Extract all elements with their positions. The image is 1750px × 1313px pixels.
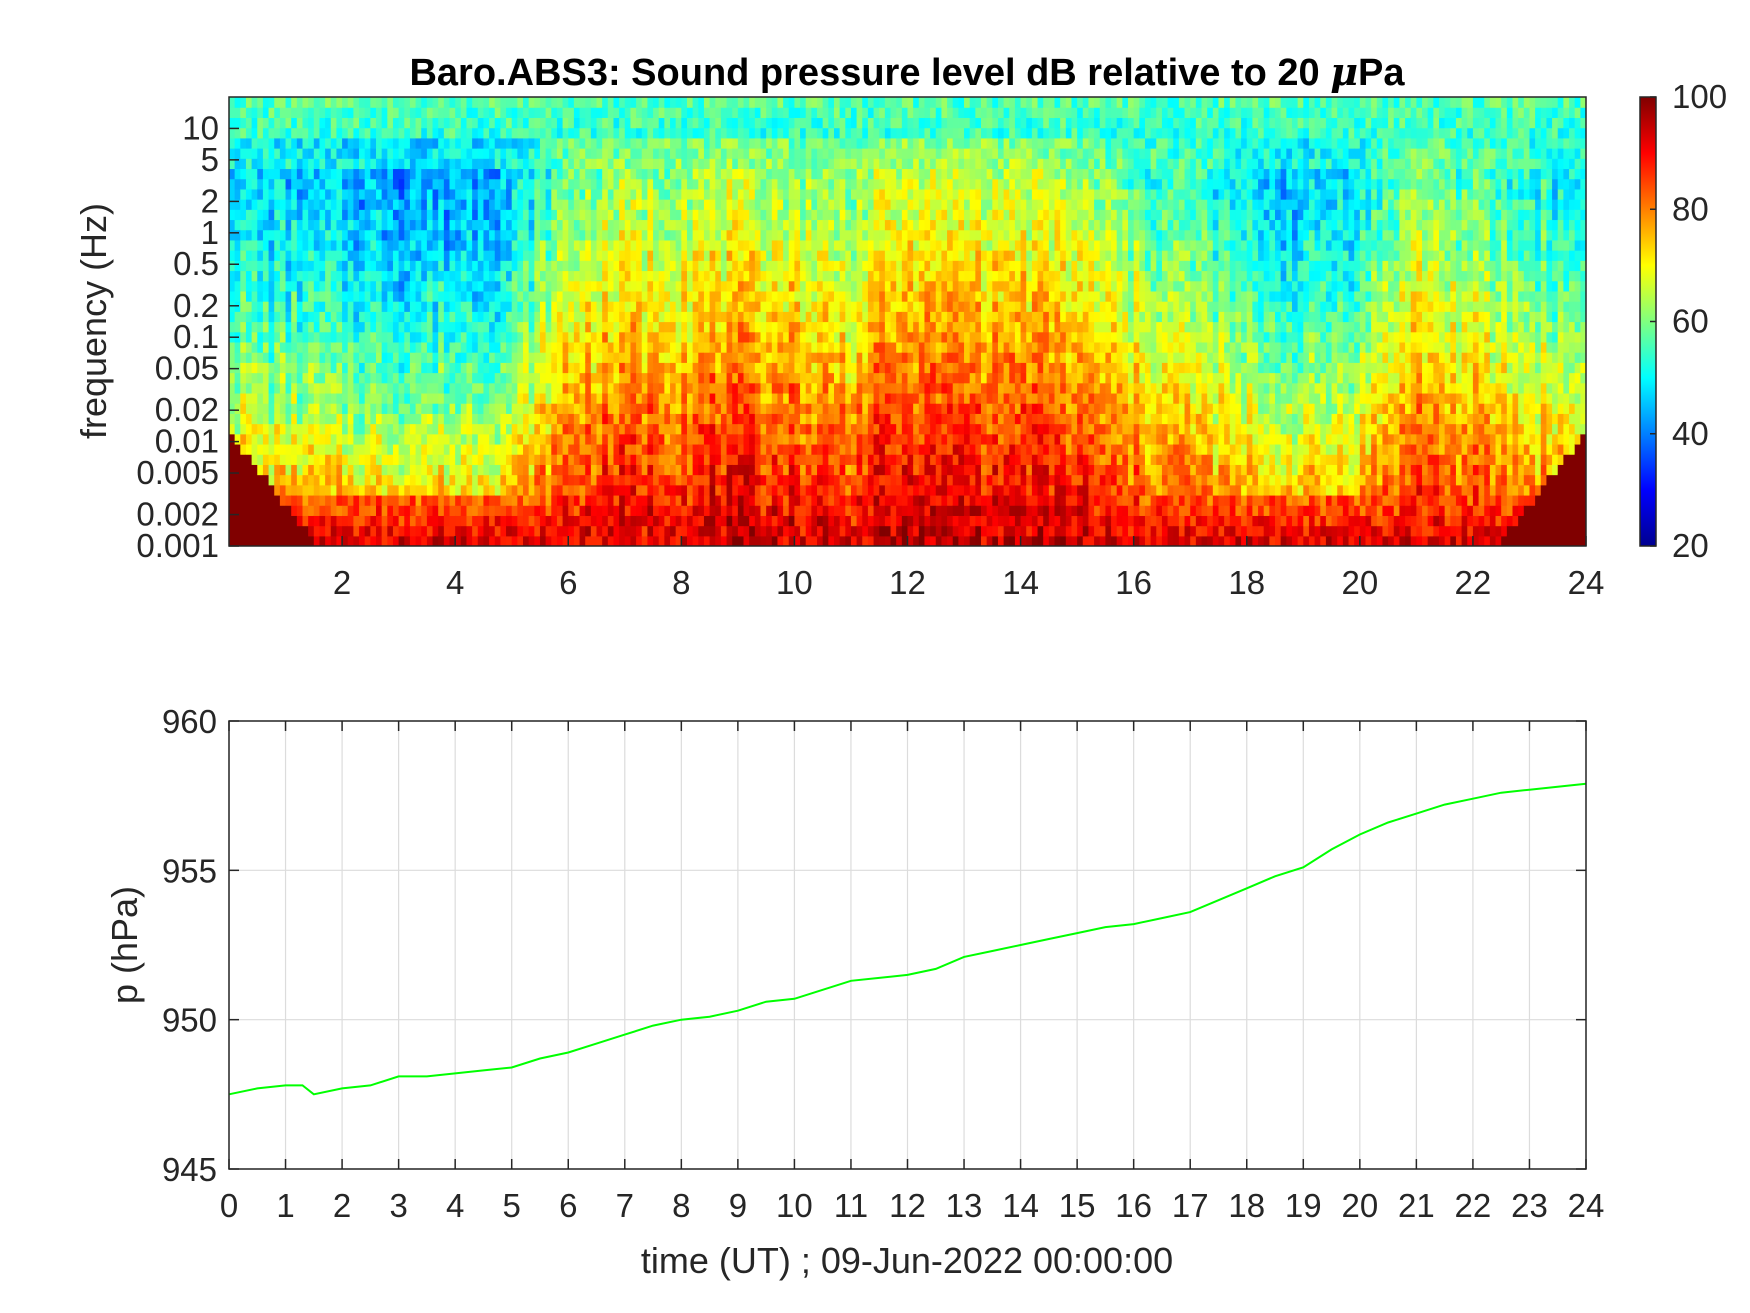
frequency-tick-label: 0.02 bbox=[155, 391, 219, 428]
time-tick-label: 19 bbox=[1285, 1187, 1322, 1224]
time-tick-label: 20 bbox=[1341, 1187, 1378, 1224]
time-tick-label: 9 bbox=[729, 1187, 747, 1224]
frequency-axis-label: frequency (Hz) bbox=[73, 203, 114, 439]
time-tick-label: 8 bbox=[672, 1187, 690, 1224]
frequency-tick-label: 0.05 bbox=[155, 350, 219, 387]
time-tick-label: 2 bbox=[333, 1187, 351, 1224]
spectrogram-time-tick-label: 8 bbox=[672, 564, 690, 601]
time-tick-label: 16 bbox=[1115, 1187, 1152, 1224]
spectrogram-time-tick-label: 10 bbox=[776, 564, 813, 601]
chart-title: Baro.ABS3: Sound pressure level dB relat… bbox=[409, 49, 1405, 94]
time-tick-label: 7 bbox=[616, 1187, 634, 1224]
pressure-line bbox=[228, 782, 1587, 1096]
time-tick-label: 1 bbox=[276, 1187, 294, 1224]
spectrogram-time-tick-label: 4 bbox=[446, 564, 464, 601]
pressure-axis-label: p (hPa) bbox=[104, 886, 145, 1004]
frequency-tick-label: 0.01 bbox=[155, 423, 219, 460]
time-tick-label: 18 bbox=[1228, 1187, 1265, 1224]
colorbar: 20 40 60 80 100 bbox=[1639, 78, 1727, 564]
pressure-axis-ticks: 945 950 955 960 bbox=[162, 703, 1586, 1188]
spectrogram-time-tick-label: 6 bbox=[559, 564, 577, 601]
time-tick-label: 6 bbox=[559, 1187, 577, 1224]
spectrogram-time-tick-label: 14 bbox=[1002, 564, 1039, 601]
spectrogram-time-tick-label: 16 bbox=[1115, 564, 1152, 601]
spectrogram-time-tick-label: 20 bbox=[1341, 564, 1378, 601]
frequency-tick-label: 0.5 bbox=[173, 245, 219, 282]
colorbar-tick-label: 60 bbox=[1672, 303, 1709, 340]
frequency-tick-label: 0.005 bbox=[136, 454, 219, 491]
time-tick-label: 15 bbox=[1059, 1187, 1096, 1224]
time-tick-label: 12 bbox=[889, 1187, 926, 1224]
time-tick-label: 24 bbox=[1568, 1187, 1605, 1224]
time-axis-ticks: 0 1 2 3 4 5 6 7 8 9 10 11 12 13 14 15 16 17 18 19 20 21 22 23 24 bbox=[220, 721, 1605, 1224]
time-tick-label: 4 bbox=[446, 1187, 464, 1224]
colorbar-tick-label: 100 bbox=[1672, 78, 1727, 115]
colorbar-tick-label: 40 bbox=[1672, 415, 1709, 452]
time-tick-label: 11 bbox=[834, 1187, 868, 1224]
pressure-grid bbox=[228, 720, 1587, 1170]
pressure-tick-label: 955 bbox=[162, 852, 217, 889]
colorbar-tick-label: 80 bbox=[1672, 190, 1709, 227]
time-tick-label: 13 bbox=[946, 1187, 983, 1224]
frequency-tick-label: 10 bbox=[182, 109, 219, 146]
pressure-line-chart: 0 1 2 3 4 5 6 7 8 9 10 11 12 13 14 15 16 17 18 19 20 21 22 23 24… bbox=[104, 703, 1604, 1281]
frequency-tick-label: 0.1 bbox=[173, 318, 219, 355]
frequency-tick-label: 0.002 bbox=[136, 496, 219, 533]
frequency-tick-label: 2 bbox=[201, 182, 219, 219]
time-tick-label: 23 bbox=[1511, 1187, 1548, 1224]
spectrogram-time-axis-ticks: 2 4 6 8 10 12 14 16 18 20 22 24 bbox=[333, 536, 1604, 601]
frequency-tick-label: 0.2 bbox=[173, 287, 219, 324]
spectrogram-time-tick-label: 18 bbox=[1228, 564, 1265, 601]
time-tick-label: 14 bbox=[1002, 1187, 1039, 1224]
frequency-tick-label: 1 bbox=[201, 214, 219, 251]
spectrogram-time-tick-label: 12 bbox=[889, 564, 926, 601]
pressure-tick-label: 950 bbox=[162, 1002, 217, 1039]
time-tick-label: 3 bbox=[389, 1187, 407, 1224]
time-tick-label: 21 bbox=[1398, 1187, 1435, 1224]
spectrogram-heatmap: 0.0010.0020.0050.010.020.050.10.20.51251… bbox=[73, 96, 1604, 601]
pressure-tick-label: 960 bbox=[162, 703, 217, 740]
spectrogram-time-tick-label: 24 bbox=[1568, 564, 1605, 601]
time-tick-label: 0 bbox=[220, 1187, 238, 1224]
heatmap-cells bbox=[229, 97, 1586, 546]
spectrogram-time-tick-label: 2 bbox=[333, 564, 351, 601]
spectrogram-time-tick-label: 22 bbox=[1455, 564, 1492, 601]
time-tick-label: 5 bbox=[503, 1187, 521, 1224]
time-axis-label: time (UT) ; 09-Jun-2022 00:00:00 bbox=[641, 1240, 1173, 1281]
time-tick-label: 10 bbox=[776, 1187, 813, 1224]
frequency-tick-label: 5 bbox=[201, 141, 219, 178]
pressure-tick-label: 945 bbox=[162, 1151, 217, 1188]
colorbar-tick-label: 20 bbox=[1672, 527, 1709, 564]
frequency-tick-label: 0.001 bbox=[136, 527, 219, 564]
time-tick-label: 17 bbox=[1172, 1187, 1209, 1224]
time-tick-label: 22 bbox=[1455, 1187, 1492, 1224]
colorbar-ticks: 20 40 60 80 100 bbox=[1650, 78, 1727, 564]
